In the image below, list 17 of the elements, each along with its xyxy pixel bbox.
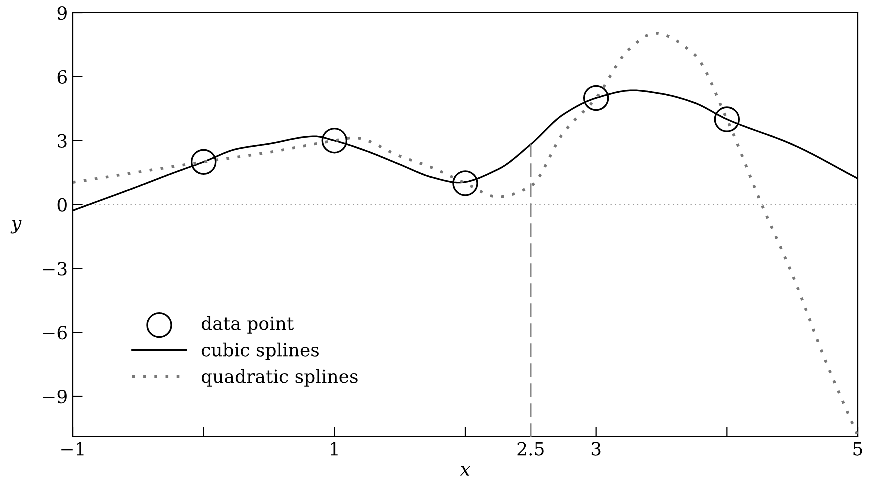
- y-tick-label: 9: [58, 6, 67, 20]
- x-tick-label: −1: [62, 442, 84, 456]
- x-tick-label: 2.5: [518, 442, 544, 456]
- y-tick-label: −6: [43, 326, 67, 340]
- y-tick-label: −3: [43, 262, 67, 276]
- x-tick-label: 1: [331, 442, 338, 456]
- y-tick-label: −9: [43, 390, 67, 404]
- x-axis-title: x: [460, 466, 470, 476]
- y-tick-label: 3: [58, 134, 67, 148]
- y-tick-label: 0: [58, 198, 67, 212]
- legend-label: quadratic splines: [202, 369, 358, 387]
- legend-label: cubic splines: [202, 342, 319, 360]
- x-tick-label: 5: [854, 442, 862, 456]
- y-axis-title: y: [10, 220, 22, 234]
- legend-label: data point: [202, 316, 294, 334]
- y-tick-label: 6: [58, 70, 67, 84]
- x-tick-label: 3: [592, 442, 601, 456]
